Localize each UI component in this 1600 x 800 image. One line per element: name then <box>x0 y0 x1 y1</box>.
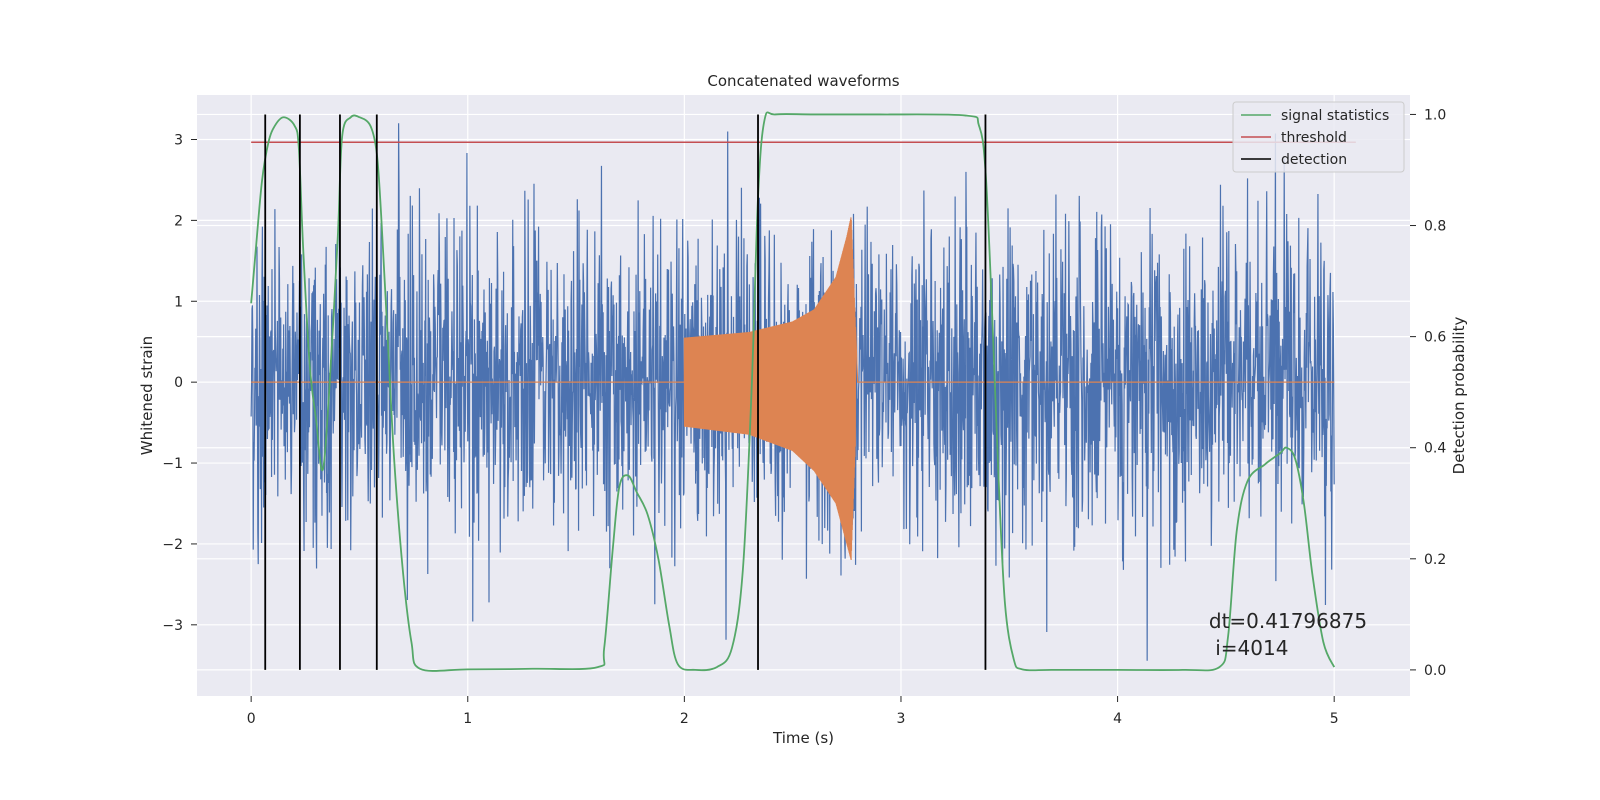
data-layer <box>250 111 1356 672</box>
x-axis-label: Time (s) <box>772 729 834 747</box>
legend-label-threshold: threshold <box>1281 130 1347 146</box>
signal-statistics-line <box>250 111 1336 672</box>
y-tick-label: 0 <box>174 375 183 391</box>
y-tick-label: 3 <box>174 132 183 148</box>
legend-label-detection: detection <box>1281 152 1347 168</box>
y2-tick-label: 0.4 <box>1424 441 1446 457</box>
legend-box <box>1232 101 1405 173</box>
y-tick-label: −2 <box>162 537 183 553</box>
x-tick-label: 4 <box>1113 711 1122 727</box>
chart-title: Concatenated waveforms <box>707 72 899 90</box>
y-tick-label: −3 <box>162 618 183 634</box>
chirp-series-line <box>251 217 1335 560</box>
legend: signal statistics threshold detection <box>1232 101 1405 173</box>
y2-tick-label: 0.0 <box>1424 663 1446 679</box>
y2-tick-label: 1.0 <box>1424 107 1446 123</box>
x-tick-label: 0 <box>247 711 256 727</box>
y2-axis-label: Detection probability <box>1450 317 1468 475</box>
annotation-index: i=4014 <box>1209 636 1289 660</box>
y-tick-label: 1 <box>174 294 183 310</box>
axes-layer: 0 1 2 3 4 5 −3 −2 −1 0 1 2 3 0.0 0.2 0.4 0.6 0.8 1.0 <box>162 107 1446 727</box>
x-tick-label: 2 <box>680 711 689 727</box>
y-axis-label: Whitened strain <box>138 336 156 455</box>
y2-tick-label: 0.8 <box>1424 219 1446 235</box>
y2-tick-label: 0.6 <box>1424 330 1446 346</box>
x-tick-label: 5 <box>1330 711 1339 727</box>
dt-annotation: dt=0.41796875 i=4014 <box>1209 609 1367 660</box>
y-tick-label: 2 <box>174 213 183 229</box>
x-tick-label: 3 <box>897 711 906 727</box>
y-tick-label: −1 <box>162 456 183 472</box>
annotation-dt: dt=0.41796875 <box>1209 609 1367 633</box>
legend-label-signal-statistics: signal statistics <box>1281 108 1389 124</box>
x-tick-label: 1 <box>463 711 472 727</box>
y2-tick-label: 0.2 <box>1424 552 1446 568</box>
